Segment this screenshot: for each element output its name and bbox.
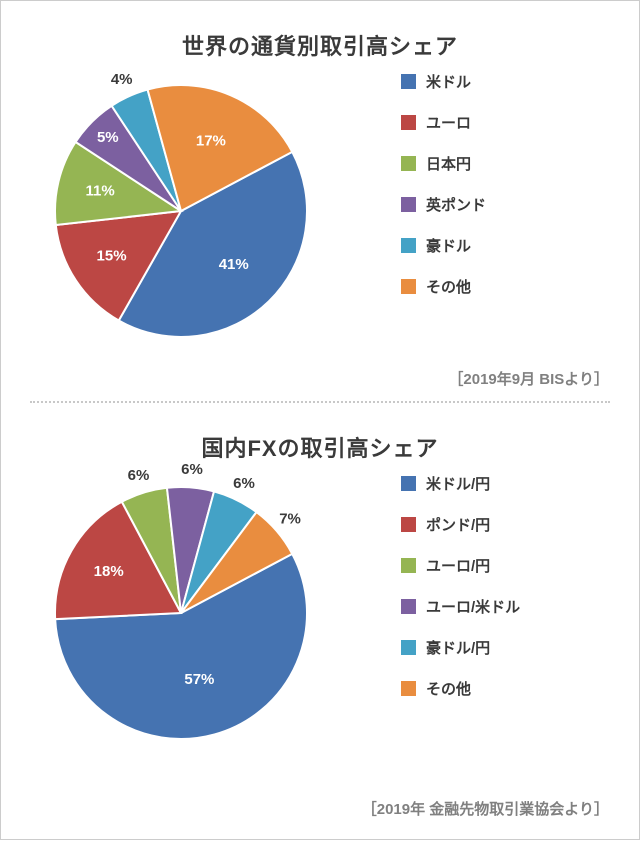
chart1-source: ［2019年9月 BISより］ xyxy=(448,368,609,389)
chart2-legend-item-0: 米ドル/円 xyxy=(401,473,520,494)
chart2-legend: 米ドル/円ポンド/円ユーロ/円ユーロ/米ドル豪ドル/円その他 xyxy=(401,473,520,699)
chart2-slice-label-3: 6% xyxy=(181,461,203,478)
chart1-area: 41% 15% 11% 5% 4% 17% 米ドルユーロ日本円英ポンド豪ドルその他 xyxy=(1,71,639,371)
chart1-slice-label-1: 15% xyxy=(97,248,127,265)
chart2-slice-label-0: 57% xyxy=(184,671,214,688)
chart1-legend: 米ドルユーロ日本円英ポンド豪ドルその他 xyxy=(401,71,486,297)
chart2-legend-label-5: その他 xyxy=(426,678,471,699)
chart2-legend-swatch-2 xyxy=(401,558,416,573)
top-panel: 世界の通貨別取引高シェア 41% 15% 11% 5% 4% 17% 米ドルユーロ日本円英… xyxy=(1,1,639,401)
chart1-legend-swatch-2 xyxy=(401,156,416,171)
chart2-pie: 57%18%6%6%6%7% xyxy=(51,483,311,743)
chart1-legend-swatch-1 xyxy=(401,115,416,130)
chart1-title: 世界の通貨別取引高シェア xyxy=(1,1,639,71)
chart1-legend-label-2: 日本円 xyxy=(426,153,471,174)
chart2-legend-swatch-0 xyxy=(401,476,416,491)
chart1-legend-label-4: 豪ドル xyxy=(426,235,471,256)
chart1-legend-item-0: 米ドル xyxy=(401,71,486,92)
chart2-legend-item-3: ユーロ/米ドル xyxy=(401,596,520,617)
chart2-legend-item-4: 豪ドル/円 xyxy=(401,637,520,658)
chart2-legend-item-1: ポンド/円 xyxy=(401,514,520,535)
chart2-legend-label-1: ポンド/円 xyxy=(426,514,490,535)
chart1-legend-swatch-0 xyxy=(401,74,416,89)
chart2-legend-label-4: 豪ドル/円 xyxy=(426,637,490,658)
chart2-legend-swatch-4 xyxy=(401,640,416,655)
chart2-slice-label-1: 18% xyxy=(94,563,124,580)
chart1-legend-item-3: 英ポンド xyxy=(401,194,486,215)
chart1-slice-label-2: 11% xyxy=(86,183,115,200)
chart2-legend-item-5: その他 xyxy=(401,678,520,699)
chart2-legend-swatch-5 xyxy=(401,681,416,696)
chart1-legend-label-3: 英ポンド xyxy=(426,194,486,215)
chart1-legend-item-2: 日本円 xyxy=(401,153,486,174)
chart2-slice-label-5: 7% xyxy=(279,510,301,527)
chart1-slice-label-3: 5% xyxy=(97,129,119,146)
chart1-legend-label-1: ユーロ xyxy=(426,112,471,133)
chart1-slice-label-0: 41% xyxy=(219,256,249,273)
chart1-legend-item-5: その他 xyxy=(401,276,486,297)
chart1-legend-item-1: ユーロ xyxy=(401,112,486,133)
chart2-area: 57%18%6%6%6%7% 米ドル/円ポンド/円ユーロ/円ユーロ/米ドル豪ドル… xyxy=(1,473,639,773)
chart2-legend-label-2: ユーロ/円 xyxy=(426,555,490,576)
bottom-panel: 国内FXの取引高シェア 57% 18% 6% 6% 6% 7% 米ドル/円ポンド/円ユーロ… xyxy=(1,403,639,841)
chart1-legend-label-0: 米ドル xyxy=(426,71,471,92)
chart2-legend-label-0: 米ドル/円 xyxy=(426,473,490,494)
chart1-legend-label-5: その他 xyxy=(426,276,471,297)
chart2-source: ［2019年 金融先物取引業協会より］ xyxy=(362,798,609,819)
chart1-slice-label-4: 4% xyxy=(111,71,133,88)
chart1-pie: 41%15%11%5%4%17% xyxy=(51,81,311,341)
chart1-legend-swatch-5 xyxy=(401,279,416,294)
chart1-slice-label-5: 17% xyxy=(196,133,226,150)
chart1-legend-swatch-3 xyxy=(401,197,416,212)
chart1-legend-item-4: 豪ドル xyxy=(401,235,486,256)
chart2-legend-swatch-3 xyxy=(401,599,416,614)
chart2-legend-item-2: ユーロ/円 xyxy=(401,555,520,576)
chart1-legend-swatch-4 xyxy=(401,238,416,253)
chart2-slice-label-2: 6% xyxy=(128,467,150,484)
chart2-slice-label-4: 6% xyxy=(233,475,255,492)
chart2-legend-label-3: ユーロ/米ドル xyxy=(426,596,520,617)
chart2-title: 国内FXの取引高シェア xyxy=(1,403,639,473)
chart2-legend-swatch-1 xyxy=(401,517,416,532)
